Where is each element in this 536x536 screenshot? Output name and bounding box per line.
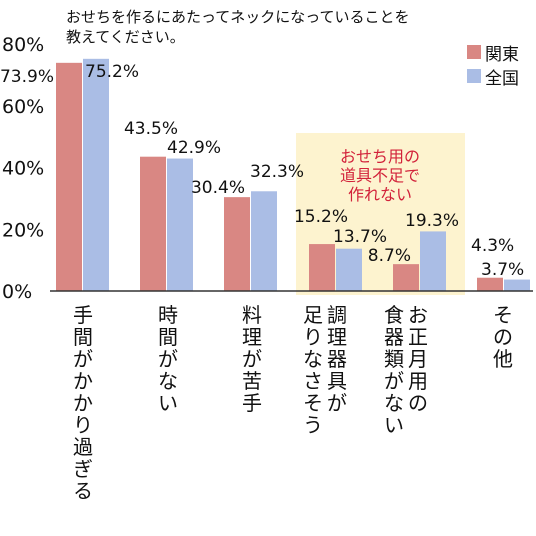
category-label-char: な [303, 347, 323, 371]
annotation-text: おせち用の 道具不足で 作れない [340, 147, 420, 204]
category-label-char: が [384, 369, 404, 393]
bar-zenkoku [504, 279, 530, 291]
category-label-char: 正 [408, 325, 428, 349]
category-label-char: お [408, 303, 428, 327]
category-label-char: る [73, 479, 93, 503]
category-label-char: 器 [384, 325, 404, 349]
legend-label-kanto: 関東 [485, 45, 519, 65]
data-label: 13.7% [333, 227, 387, 247]
bar-kanto [56, 62, 82, 291]
y-tick-label: 0% [2, 281, 32, 303]
bar-kanto [393, 264, 419, 291]
chart-title-line: おせちを作るにあたってネックになっていることを [66, 8, 410, 26]
category-label-char: な [384, 391, 404, 415]
legend-swatch-kanto [467, 45, 481, 59]
category-label-char: 器 [327, 347, 347, 371]
y-tick-label: 20% [2, 219, 44, 241]
annotation-line: おせち用の [340, 147, 420, 166]
category-label-char: さ [303, 369, 323, 393]
category-label-char: そ [303, 391, 323, 415]
category-label-char: 料 [242, 303, 262, 327]
data-label: 3.7% [481, 260, 524, 280]
data-labels: 73.9% 43.5% 30.4% 15.2% 8.7% 4.3% 75.2% 42.9% 32… [0, 62, 524, 280]
category-label-char: が [242, 347, 262, 371]
category-label-char: か [73, 369, 93, 393]
category-label-char: 足 [303, 303, 323, 327]
category-label-char: 用 [408, 369, 428, 393]
category-label-char: 食 [384, 303, 404, 327]
data-label: 8.7% [368, 246, 411, 266]
category-label-char: う [303, 413, 323, 437]
category-label-char: 間 [73, 325, 93, 349]
category-label-char: が [158, 347, 178, 371]
category-label-char: 時 [158, 303, 178, 327]
category-label-char: 理 [327, 325, 347, 349]
category-label-char: そ [493, 303, 513, 327]
y-tick-label: 40% [2, 158, 44, 180]
data-label: 15.2% [294, 207, 348, 227]
category-label-char: か [73, 391, 93, 415]
category-label-char: の [408, 391, 428, 415]
bar-kanto [309, 244, 335, 291]
category-label-char: い [158, 391, 178, 415]
bar-kanto [140, 156, 166, 291]
bar-kanto [224, 197, 250, 291]
category-label-char: な [158, 369, 178, 393]
data-label: 32.3% [250, 162, 304, 182]
data-label: 42.9% [167, 138, 221, 158]
data-label: 75.2% [85, 62, 139, 82]
category-label-char: 理 [242, 325, 262, 349]
category-label-char: 類 [384, 347, 404, 371]
data-label: 4.3% [471, 236, 514, 256]
category-label-char: 苦 [242, 369, 262, 393]
category-label-char: 具 [327, 369, 347, 393]
bar-zenkoku [336, 248, 362, 291]
category-label-char: の [493, 325, 513, 349]
bar-zenkoku [251, 191, 277, 291]
bars [56, 58, 530, 291]
bar-kanto [477, 277, 503, 291]
category-label-char: ぎ [73, 457, 93, 481]
bar-zenkoku [167, 158, 193, 291]
category-label-char: 他 [493, 347, 513, 371]
category-label-char: が [73, 347, 93, 371]
category-label-char: 手 [73, 303, 93, 327]
y-tick-label: 80% [2, 34, 44, 56]
annotation-line: 作れない [348, 185, 412, 204]
category-label-char: い [384, 413, 404, 437]
bar-zenkoku [83, 58, 109, 291]
category-label-char: が [327, 391, 347, 415]
data-label: 43.5% [124, 119, 178, 139]
bar-zenkoku [420, 231, 446, 291]
category-label-char: 間 [158, 325, 178, 349]
category-label: その他 [493, 303, 513, 371]
category-label-char: 手 [242, 391, 262, 415]
category-label-char: り [303, 325, 323, 349]
legend: 関東 全国 [467, 45, 519, 89]
category-labels: 手間がかかり過ぎる時間がない料理が苦手調理器具が足りなさそうお正月用の食器類がな… [73, 303, 513, 503]
legend-label-zenkoku: 全国 [485, 69, 519, 89]
legend-swatch-zenkoku [467, 69, 481, 83]
y-axis: 0% 20% 40% 60% 80% [2, 34, 44, 303]
data-label: 19.3% [405, 211, 459, 231]
category-label-char: 調 [327, 303, 347, 327]
data-label: 30.4% [191, 178, 245, 198]
category-label-char: 月 [408, 347, 428, 371]
data-label: 73.9% [0, 67, 54, 87]
y-tick-label: 60% [2, 96, 44, 118]
category-label-char: り [73, 413, 93, 437]
category-label-char: 過 [73, 435, 93, 459]
chart-title-line: 教えてください。 [66, 28, 185, 46]
annotation-line: 道具不足で [340, 166, 420, 185]
